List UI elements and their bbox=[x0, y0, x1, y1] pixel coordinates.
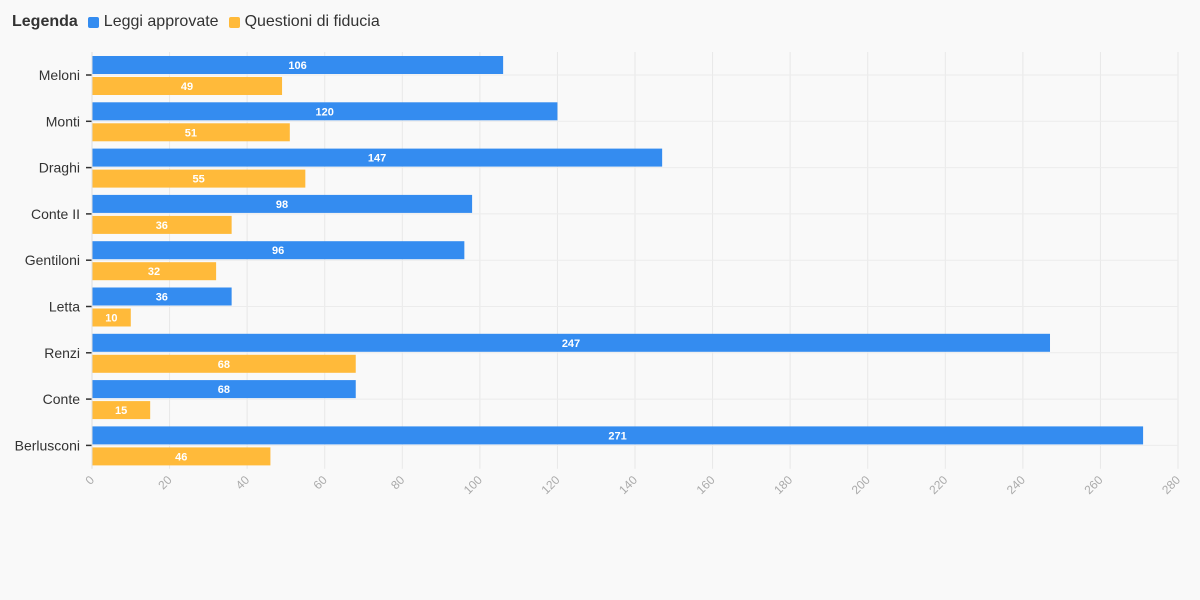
value-label-questioni-di-fiducia-conte-ii: 36 bbox=[156, 220, 168, 232]
x-tick-label-60: 60 bbox=[310, 473, 330, 493]
value-label-questioni-di-fiducia-renzi: 68 bbox=[218, 359, 230, 371]
bar-questioni-di-fiducia-conte bbox=[92, 401, 151, 420]
legend-item-questioni-di-fiducia[interactable]: Questioni di fiducia bbox=[228, 13, 380, 31]
bar-questioni-di-fiducia-meloni bbox=[92, 77, 283, 95]
x-tick-label-220: 220 bbox=[926, 473, 950, 497]
category-label-conte-ii: Conte II bbox=[31, 206, 80, 222]
bar-questioni-di-fiducia-letta bbox=[92, 308, 131, 327]
x-tick-label-240: 240 bbox=[1004, 473, 1028, 497]
bar-questioni-di-fiducia-monti bbox=[92, 123, 290, 142]
bar-leggi-approvate-draghi bbox=[92, 148, 663, 167]
value-label-leggi-approvate-berlusconi: 271 bbox=[608, 430, 626, 442]
bar-questioni-di-fiducia-draghi bbox=[92, 169, 306, 188]
value-label-questioni-di-fiducia-berlusconi: 46 bbox=[175, 451, 187, 463]
category-label-draghi: Draghi bbox=[39, 160, 80, 176]
value-label-leggi-approvate-gentiloni: 96 bbox=[272, 245, 284, 257]
x-tick-label-260: 260 bbox=[1081, 473, 1105, 497]
bar-leggi-approvate-conte-ii bbox=[92, 194, 473, 213]
bar-questioni-di-fiducia-gentiloni bbox=[92, 262, 217, 281]
legend-label-leggi-approvate: Leggi approvate bbox=[103, 13, 219, 30]
x-tick-label-20: 20 bbox=[155, 473, 175, 493]
legend-swatch-leggi-approvate bbox=[87, 16, 99, 28]
category-label-conte: Conte bbox=[43, 391, 81, 407]
value-label-leggi-approvate-draghi: 147 bbox=[368, 153, 386, 165]
category-label-monti: Monti bbox=[46, 113, 80, 129]
value-label-questioni-di-fiducia-letta: 10 bbox=[105, 313, 117, 325]
category-label-berlusconi: Berlusconi bbox=[15, 437, 80, 453]
x-tick-label-100: 100 bbox=[461, 473, 485, 497]
bar-questioni-di-fiducia-conte-ii bbox=[92, 215, 232, 234]
value-label-questioni-di-fiducia-gentiloni: 32 bbox=[148, 266, 160, 278]
legend-title: Legenda bbox=[12, 13, 78, 30]
x-tick-label-140: 140 bbox=[616, 473, 640, 497]
x-tick-label-80: 80 bbox=[388, 473, 408, 493]
x-tick-label-0: 0 bbox=[82, 473, 97, 488]
bar-leggi-approvate-conte bbox=[92, 380, 356, 399]
value-label-questioni-di-fiducia-conte: 15 bbox=[115, 405, 127, 417]
legend: Legenda Leggi approvate Questioni di fid… bbox=[12, 13, 390, 31]
bar-leggi-approvate-berlusconi bbox=[92, 426, 1144, 445]
category-label-gentiloni: Gentiloni bbox=[25, 252, 80, 268]
value-label-leggi-approvate-letta: 36 bbox=[156, 292, 168, 304]
bar-leggi-approvate-gentiloni bbox=[92, 241, 465, 260]
bar-questioni-di-fiducia-berlusconi bbox=[92, 447, 271, 466]
value-label-questioni-di-fiducia-monti: 51 bbox=[185, 127, 197, 139]
value-label-leggi-approvate-conte-ii: 98 bbox=[276, 199, 288, 211]
value-label-leggi-approvate-renzi: 247 bbox=[562, 338, 580, 350]
bar-questioni-di-fiducia-renzi bbox=[92, 354, 356, 373]
category-label-letta: Letta bbox=[49, 299, 80, 315]
value-label-leggi-approvate-conte: 68 bbox=[218, 384, 230, 396]
x-tick-label-200: 200 bbox=[849, 473, 873, 497]
category-label-meloni: Meloni bbox=[39, 67, 80, 83]
x-tick-label-180: 180 bbox=[771, 473, 795, 497]
value-label-leggi-approvate-meloni: 106 bbox=[288, 60, 306, 72]
x-tick-label-120: 120 bbox=[538, 473, 562, 497]
x-tick-label-160: 160 bbox=[694, 473, 718, 497]
bar-leggi-approvate-letta bbox=[92, 287, 232, 306]
legend-swatch-questioni-di-fiducia bbox=[228, 16, 240, 28]
bar-leggi-approvate-renzi bbox=[92, 333, 1051, 352]
x-tick-label-280: 280 bbox=[1159, 473, 1183, 497]
value-label-questioni-di-fiducia-draghi: 55 bbox=[193, 174, 205, 186]
value-label-questioni-di-fiducia-meloni: 49 bbox=[181, 81, 193, 93]
value-label-leggi-approvate-monti: 120 bbox=[316, 106, 334, 118]
category-label-renzi: Renzi bbox=[44, 345, 80, 361]
legend-item-leggi-approvate[interactable]: Leggi approvate bbox=[87, 13, 219, 31]
x-tick-label-40: 40 bbox=[233, 473, 253, 493]
bar-leggi-approvate-monti bbox=[92, 102, 558, 121]
bar-leggi-approvate-meloni bbox=[92, 56, 504, 74]
legend-label-questioni-di-fiducia: Questioni di fiducia bbox=[244, 13, 380, 30]
